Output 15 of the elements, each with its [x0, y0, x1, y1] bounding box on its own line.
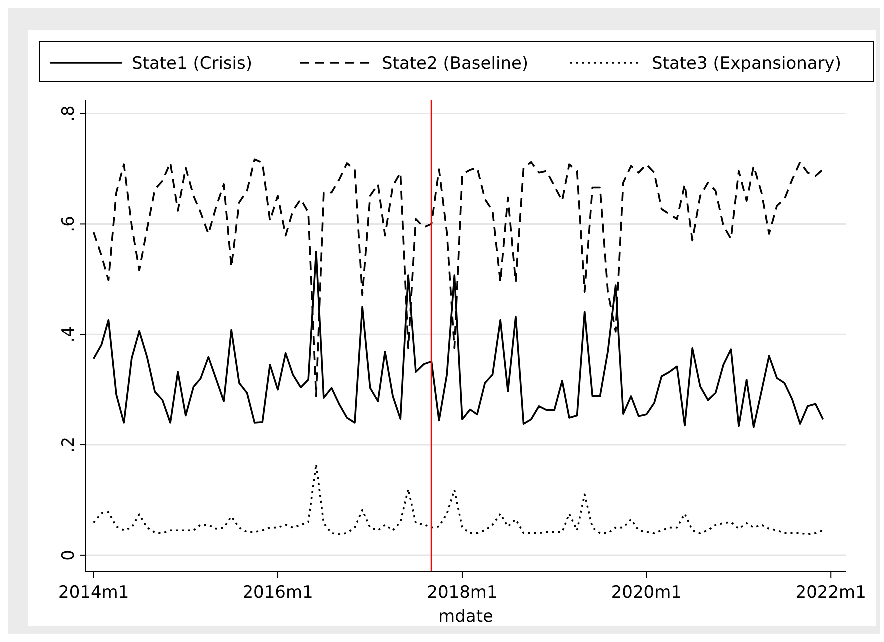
y-tick-label: 0: [59, 550, 79, 561]
legend-label: State1 (Crisis): [132, 54, 253, 74]
x-tick-label: 2016m1: [242, 583, 314, 603]
y-tick-label: .8: [59, 106, 79, 122]
x-tick-label: 2020m1: [611, 583, 682, 603]
y-tick-label: .6: [59, 216, 79, 232]
legend-label: State3 (Expansionary): [652, 54, 842, 74]
line-series: [92, 463, 824, 536]
x-axis-title: mdate: [438, 607, 494, 627]
y-tick-label: .2: [59, 436, 79, 454]
y-tick-label: .4: [59, 326, 79, 343]
legend-label: State2 (Baseline): [382, 54, 529, 74]
x-tick-label: 2022m1: [796, 583, 866, 603]
x-tick-label: 2018m1: [427, 583, 498, 603]
x-tick-label: 2014m1: [58, 583, 130, 603]
